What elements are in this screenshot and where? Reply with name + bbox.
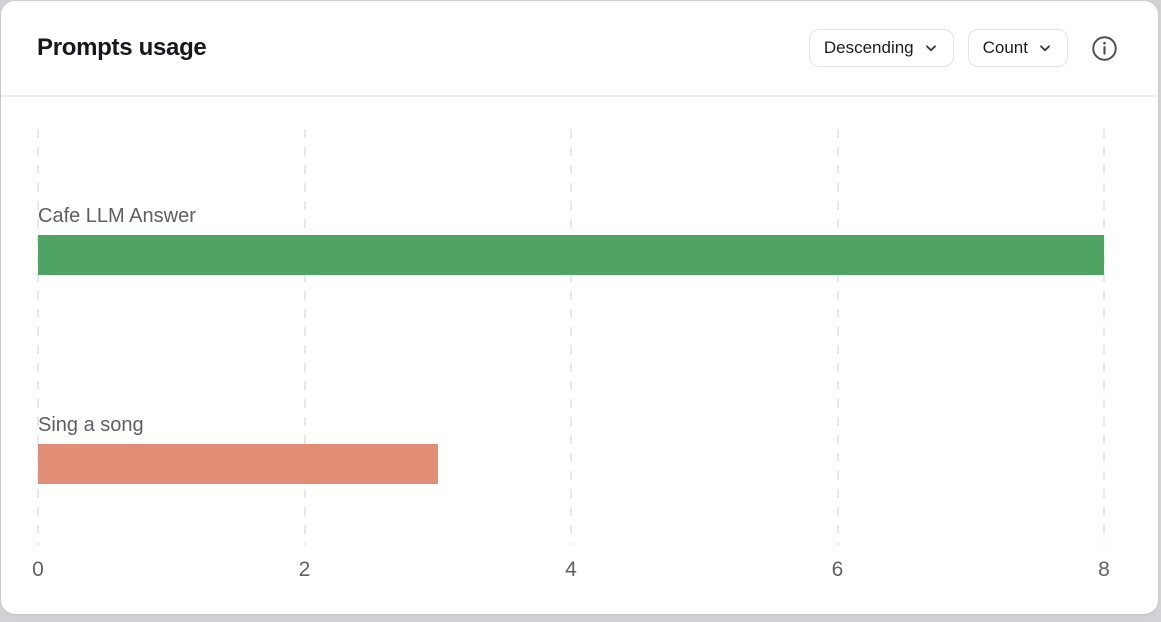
info-icon[interactable] xyxy=(1090,34,1118,62)
bar-category-label: Sing a song xyxy=(38,414,144,436)
x-axis-tick-label: 8 xyxy=(1098,558,1110,581)
gridline xyxy=(570,129,572,545)
sort-order-dropdown[interactable]: Descending xyxy=(808,29,954,67)
bar-cafe-llm-answer[interactable] xyxy=(38,235,1104,275)
bar-category-label: Cafe LLM Answer xyxy=(38,205,196,227)
chart-plot-area: 0 2 4 6 8 Cafe LLM Answer Sing a song xyxy=(32,97,1110,614)
gridline xyxy=(1103,129,1105,545)
chevron-down-icon xyxy=(1037,40,1053,56)
page-title: Prompts usage xyxy=(37,34,207,61)
x-axis-tick-label: 2 xyxy=(298,558,311,581)
metric-value: Count xyxy=(982,38,1028,57)
header-controls: Descending Count xyxy=(808,29,1118,67)
bar-sing-a-song[interactable] xyxy=(38,444,438,484)
sort-order-value: Descending xyxy=(823,38,914,57)
gridline xyxy=(836,129,839,545)
chevron-down-icon xyxy=(923,40,939,56)
bar-chart: 0 2 4 6 8 Cafe LLM Answer Sing a song xyxy=(1,97,1158,614)
metric-dropdown[interactable]: Count xyxy=(967,29,1068,67)
x-axis-tick-label: 6 xyxy=(831,558,844,581)
card-header: Prompts usage Descending Count xyxy=(1,1,1158,97)
x-axis-tick-label: 0 xyxy=(32,558,44,581)
x-axis-tick-label: 4 xyxy=(565,558,577,581)
